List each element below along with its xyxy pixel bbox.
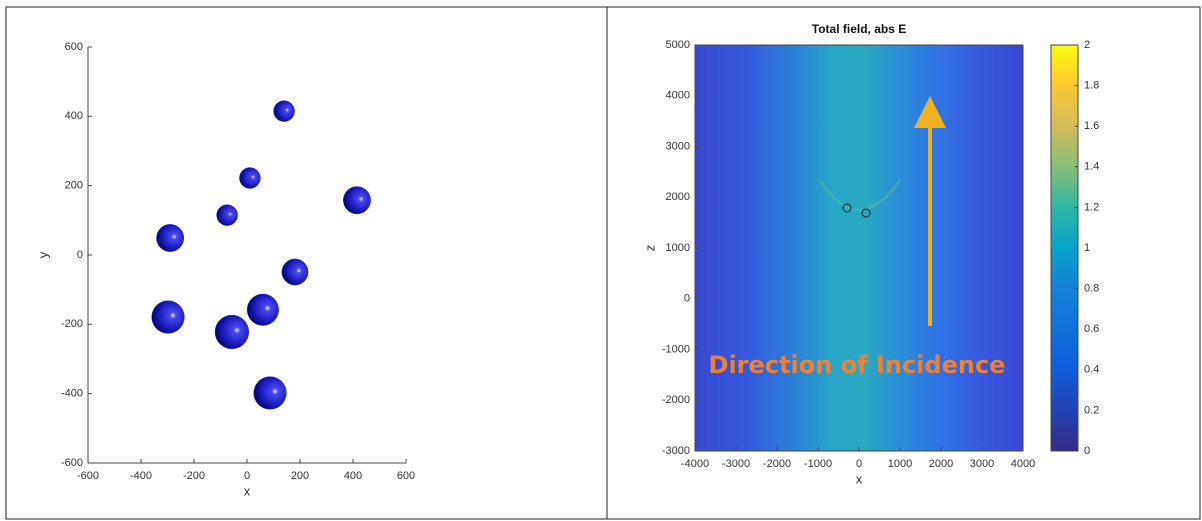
colorbar-tick-label: 0: [1084, 445, 1090, 457]
x-tick-label: -600: [77, 470, 99, 482]
field-image: [695, 45, 1023, 451]
colorbar: [1051, 45, 1078, 451]
colorbar-tick-label: 1.6: [1084, 120, 1099, 132]
sphere: [282, 259, 308, 285]
sphere: [239, 168, 260, 189]
x-tick-label: 0: [856, 458, 862, 470]
x-tick-label: -4000: [681, 458, 709, 470]
y-tick-label: 0: [77, 249, 83, 261]
chart-title: Total field, abs E: [812, 22, 906, 36]
sphere: [215, 315, 249, 349]
y-tick-label: 2000: [666, 191, 690, 203]
x-tick-label: -1000: [804, 458, 832, 470]
y-tick-label: 600: [65, 41, 83, 53]
y-tick-label: -1000: [662, 343, 690, 355]
sphere: [217, 205, 238, 226]
y-tick-label: -600: [61, 457, 83, 469]
annotation: Direction of Incidence: [709, 351, 1006, 379]
x-tick-label: 1000: [888, 458, 912, 470]
y-tick-label: 3000: [666, 140, 690, 152]
y-axis-label: y: [35, 251, 50, 258]
colorbar-tick-label: 1.8: [1084, 80, 1099, 92]
x-axis-label: x: [244, 483, 251, 498]
colorbar-tick-label: 0.4: [1084, 364, 1099, 376]
x-tick-label: -200: [183, 470, 205, 482]
y-tick-label: -400: [61, 388, 83, 400]
colorbar-tick-label: 0.2: [1084, 404, 1099, 416]
x-tick-label: 600: [397, 470, 415, 482]
y-tick-label: -3000: [662, 445, 690, 457]
y-tick-label: 5000: [666, 39, 690, 51]
axes-lines: [88, 47, 406, 463]
x-tick-label: 2000: [929, 458, 953, 470]
sphere: [247, 294, 278, 325]
y-tick-label: -200: [61, 318, 83, 330]
y-tick-label: 1000: [666, 242, 690, 254]
sphere: [343, 187, 370, 214]
x-tick-label: -3000: [722, 458, 750, 470]
x-tick-label: 400: [344, 470, 362, 482]
left-chart: -600 -400 -200 0 200 400 600 -600 -400 -200 0 200 40…: [35, 41, 415, 499]
sphere: [157, 224, 184, 251]
x-axis-label: x: [856, 471, 863, 486]
x-tick-label: 4000: [1011, 458, 1035, 470]
x-tick-label: 3000: [970, 458, 994, 470]
x-tick-label: 0: [244, 470, 250, 482]
colorbar-tick-label: 0.6: [1084, 323, 1099, 335]
sphere: [152, 301, 185, 334]
colorbar-tick-label: 2: [1084, 39, 1090, 51]
y-tick-label: 0: [684, 293, 690, 305]
page: -600-400-2000200400600-600-400-200020040…: [0, 0, 1202, 521]
x-tick-label: -2000: [763, 458, 791, 470]
x-tick-label: -400: [130, 470, 152, 482]
y-tick-label: 400: [65, 110, 83, 122]
y-axis-label: z: [642, 245, 657, 252]
y-tick-label: -2000: [662, 394, 690, 406]
y-tick-label: 4000: [666, 90, 690, 102]
colorbar-tick-label: 0.8: [1084, 283, 1099, 295]
y-tick-label: 200: [65, 180, 83, 192]
sphere: [274, 101, 295, 122]
x-tick-label: 200: [291, 470, 309, 482]
colorbar-tick-label: 1: [1084, 242, 1090, 254]
colorbar-tick-label: 1.2: [1084, 201, 1099, 213]
sphere: [254, 377, 287, 410]
colorbar-tick-label: 1.4: [1084, 161, 1099, 173]
